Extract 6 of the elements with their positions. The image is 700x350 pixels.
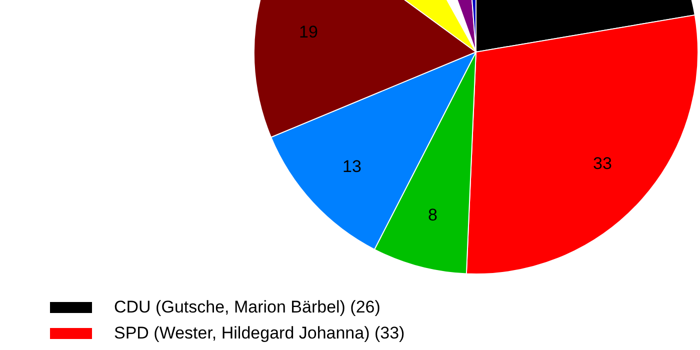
- data-label: 33: [593, 154, 612, 174]
- legend-label: SPD (Wester, Hildegard Johanna) (33): [114, 323, 405, 342]
- data-label: 19: [299, 22, 318, 42]
- legend-label: CDU (Gutsche, Marion Bärbel) (26): [114, 297, 380, 316]
- data-label: 8: [428, 206, 438, 225]
- data-label: 13: [342, 156, 362, 176]
